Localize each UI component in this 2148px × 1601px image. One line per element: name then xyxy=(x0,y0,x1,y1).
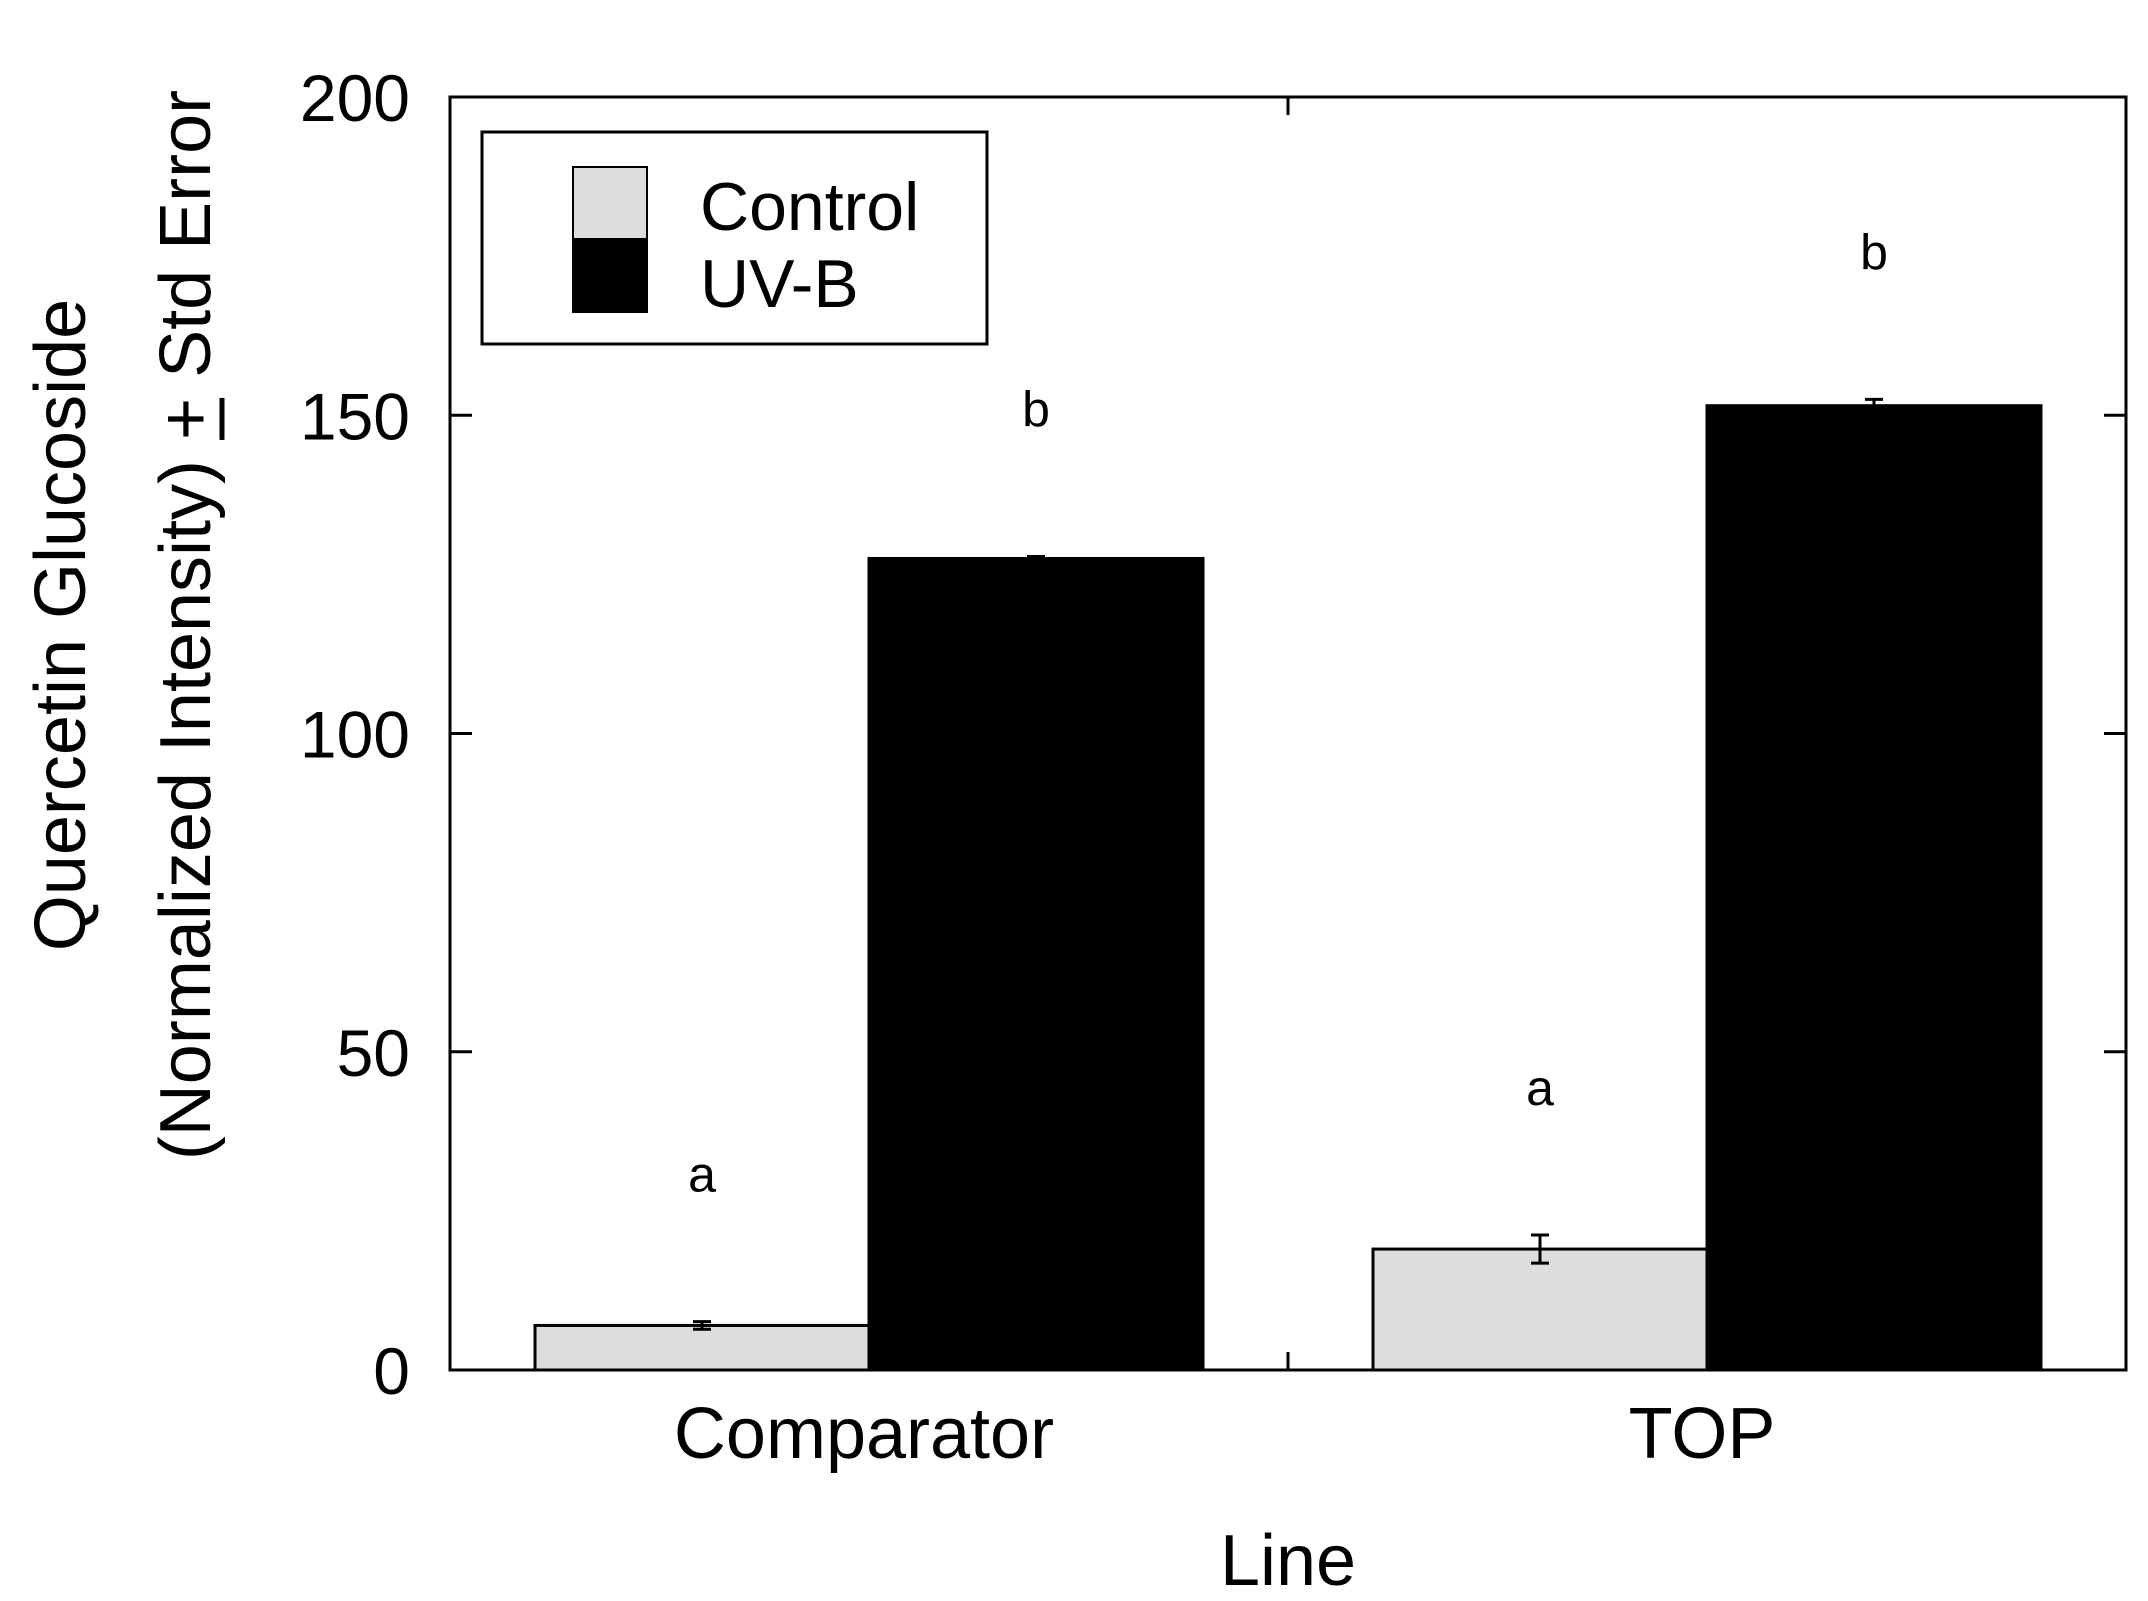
significance-label-top-control: a xyxy=(1526,1060,1554,1116)
error-bar-top-uvb xyxy=(1865,397,1883,414)
bar-comparator-uvb xyxy=(867,556,1205,1372)
legend-label-uvb: UV-B xyxy=(700,246,859,322)
legend-label-control: Control xyxy=(700,169,919,245)
y-tick-label-150: 150 xyxy=(300,379,410,453)
legend-swatch-control xyxy=(572,166,648,240)
y-tick-label-0: 0 xyxy=(373,1334,410,1408)
significance-label-top-uvb: b xyxy=(1860,224,1888,280)
y-tick-label-100: 100 xyxy=(300,698,410,772)
bar-top-uvb xyxy=(1705,404,2043,1372)
y-axis-title-line1: Quercetin Glucoside xyxy=(21,299,101,951)
error-bar-top-control xyxy=(1531,1233,1549,1265)
y-tick-labels: 0 50 100 150 200 xyxy=(300,61,410,1408)
significance-label-comparator-uvb: b xyxy=(1022,382,1050,438)
y-tick-label-200: 200 xyxy=(300,61,410,135)
x-tick-label-comparator: Comparator xyxy=(674,1394,1054,1474)
significance-labels-layer: a b a b xyxy=(688,224,1888,1202)
error-bar-comparator-uvb xyxy=(1027,555,1045,562)
bar-comparator-control xyxy=(533,1323,871,1372)
x-axis-title: Line xyxy=(1220,1521,1356,1601)
legend-box xyxy=(480,130,989,346)
legend: Control UV-B xyxy=(480,130,989,346)
y-tick-label-50: 50 xyxy=(337,1016,410,1090)
legend-swatch-uvb xyxy=(572,238,648,313)
x-category-labels: Comparator TOP xyxy=(674,1394,1775,1474)
error-bar-comparator-control xyxy=(693,1320,711,1331)
bars-layer xyxy=(533,404,2043,1372)
ticks-layer xyxy=(450,97,2126,1370)
error-bars-layer xyxy=(693,397,1883,1331)
significance-label-comparator-control: a xyxy=(688,1147,716,1203)
x-tick-label-top: TOP xyxy=(1629,1394,1776,1474)
bar-top-control xyxy=(1371,1247,1709,1372)
y-axis-title-line2: (Normalized Intensity) + Std Error xyxy=(146,90,226,1160)
